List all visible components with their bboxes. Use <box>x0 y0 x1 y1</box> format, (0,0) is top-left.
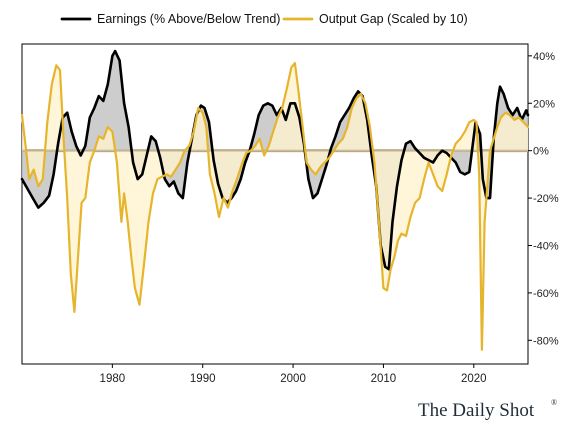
series-line-1 <box>20 61 530 351</box>
legend-label-1: Output Gap (Scaled by 10) <box>319 12 468 26</box>
y-tick-label: -40% <box>533 240 559 252</box>
x-tick-label: 1990 <box>190 373 216 385</box>
series-line-0 <box>20 49 530 271</box>
x-tick-label: 1980 <box>100 373 126 385</box>
legend: Earnings (% Above/Below Trend) Output Gap… <box>60 12 468 26</box>
x-tick-label: 2010 <box>371 373 397 385</box>
watermark-registered: ® <box>551 398 557 407</box>
zero-line <box>22 149 528 152</box>
y-tick-label: -20% <box>533 193 559 205</box>
x-tick-label: 2000 <box>280 373 306 385</box>
watermark-text: The Daily Shot <box>418 400 535 421</box>
plot-frame <box>21 43 529 365</box>
x-tick-label: 2020 <box>461 373 487 385</box>
y-tick-label: -60% <box>533 288 559 300</box>
y-tick-label: 40% <box>533 51 555 63</box>
y-tick-label: -80% <box>533 335 559 347</box>
legend-label-0: Earnings (% Above/Below Trend) <box>97 12 280 26</box>
y-tick-label: 20% <box>533 98 555 110</box>
y-tick-label: 0% <box>533 146 549 158</box>
watermark-logo: The Daily Shot ® <box>392 396 558 422</box>
